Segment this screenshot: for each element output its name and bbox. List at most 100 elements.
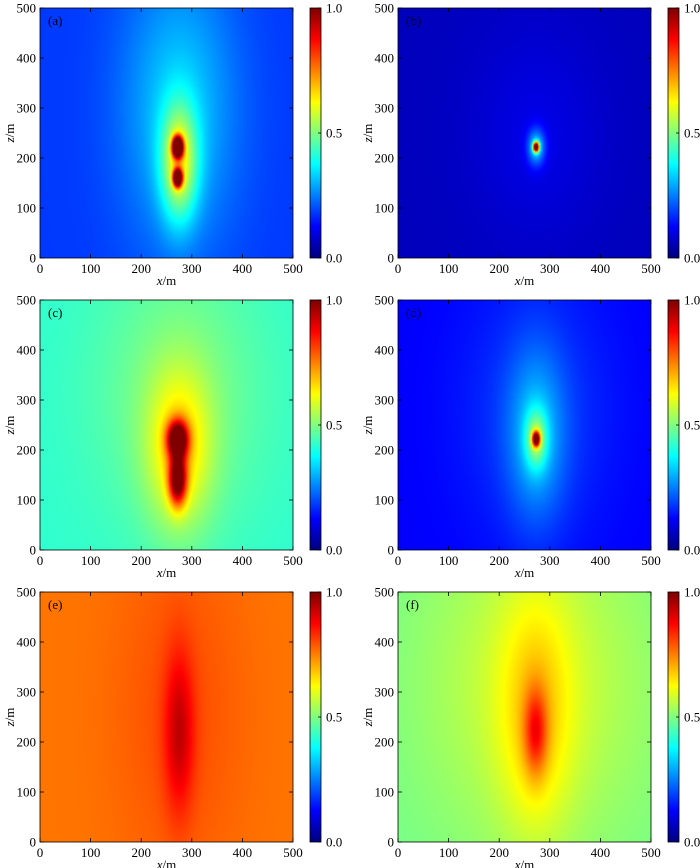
y-tick-label: 400: [17, 635, 37, 650]
heatmap-image: [40, 300, 293, 550]
x-tick-label: 400: [591, 845, 611, 860]
colorbar: [310, 592, 321, 842]
x-tick-label: 200: [489, 261, 509, 276]
y-tick-label: 400: [17, 343, 37, 358]
y-tick-label: 0: [30, 251, 37, 266]
plot-frame: [39, 7, 294, 259]
x-tick-label: 100: [439, 553, 459, 568]
x-tick-label: 500: [283, 845, 303, 860]
y-tick-label: 500: [17, 1, 37, 16]
x-tick-label: 500: [641, 553, 661, 568]
x-axis-label: x/m: [156, 565, 177, 580]
heatmap-image: [398, 300, 651, 550]
y-tick-label: 200: [17, 735, 37, 750]
y-tick-label: 300: [375, 685, 395, 700]
x-tick-label: 200: [131, 845, 151, 860]
x-tick-label: 400: [233, 553, 253, 568]
x-tick-label: 200: [131, 261, 151, 276]
heatmap-image: [40, 592, 293, 842]
x-tick-label: 200: [131, 553, 151, 568]
y-tick-label: 500: [375, 585, 395, 600]
x-tick-label: 100: [439, 845, 459, 860]
x-tick-label: 0: [395, 845, 402, 860]
x-tick-label: 500: [641, 261, 661, 276]
panel-label: (c): [48, 305, 62, 320]
y-tick-label: 0: [388, 543, 395, 558]
x-tick-label: 400: [233, 845, 253, 860]
x-tick-label: 400: [233, 261, 253, 276]
y-tick-label: 500: [375, 1, 395, 16]
plot-frame: [397, 591, 652, 843]
x-axis-label: x/m: [156, 857, 177, 868]
y-tick-label: 0: [30, 543, 37, 558]
colorbar: [668, 300, 679, 550]
plot-frame: [39, 591, 294, 843]
y-axis-label: z/m: [2, 416, 17, 436]
plot-frame: [397, 299, 652, 551]
colorbar-tick-label: 0.5: [326, 418, 342, 433]
y-tick-label: 500: [375, 293, 395, 308]
colorbar: [310, 8, 321, 258]
y-axis-label: z/m: [360, 416, 375, 436]
y-axis-label: z/m: [2, 124, 17, 144]
heatmap-image: [398, 8, 651, 258]
panel-label: (e): [48, 597, 62, 612]
colorbar: [310, 300, 321, 550]
colorbar: [668, 592, 679, 842]
y-tick-label: 400: [375, 635, 395, 650]
heatmap-panel: 0 100 200 300 400 500 0 100 200 300 400 500 (b) x/m z/…: [360, 1, 700, 289]
y-tick-label: 200: [375, 443, 395, 458]
x-tick-label: 300: [540, 553, 560, 568]
y-tick-label: 400: [17, 51, 37, 66]
x-tick-label: 0: [395, 553, 402, 568]
y-tick-label: 300: [375, 393, 395, 408]
x-tick-label: 100: [439, 261, 459, 276]
colorbar-tick-label: 0.5: [326, 710, 342, 725]
x-tick-label: 0: [37, 553, 44, 568]
y-tick-label: 500: [17, 585, 37, 600]
colorbar-tick-label: 0.0: [326, 251, 342, 266]
colorbar-tick-label: 0.0: [684, 543, 700, 558]
y-tick-label: 100: [17, 785, 37, 800]
colorbar: [668, 8, 679, 258]
x-tick-label: 0: [37, 845, 44, 860]
x-tick-label: 0: [37, 261, 44, 276]
colorbar-tick-label: 1.0: [326, 1, 342, 16]
y-tick-label: 100: [375, 493, 395, 508]
colorbar-tick-label: 0.5: [684, 710, 700, 725]
heatmap-panel: 0 100 200 300 400 500 0 100 200 300 400 500 (c) x/m z/…: [2, 293, 342, 581]
colorbar-tick-label: 0.5: [684, 418, 700, 433]
x-tick-label: 300: [540, 261, 560, 276]
x-axis-label: x/m: [514, 565, 535, 580]
x-axis-label: x/m: [514, 857, 535, 868]
x-tick-label: 400: [591, 553, 611, 568]
heatmap-panel: 0 100 200 300 400 500 0 100 200 300 400 500 (f) x/m z/…: [360, 585, 700, 868]
panel-label: (a): [48, 13, 62, 28]
y-tick-label: 300: [17, 101, 37, 116]
colorbar-tick-label: 1.0: [684, 1, 700, 16]
heatmap-image: [40, 8, 293, 258]
y-axis-label: z/m: [360, 708, 375, 728]
x-tick-label: 500: [283, 261, 303, 276]
y-tick-label: 200: [17, 443, 37, 458]
x-tick-label: 200: [489, 553, 509, 568]
y-tick-label: 300: [17, 685, 37, 700]
x-tick-label: 400: [591, 261, 611, 276]
x-tick-label: 500: [283, 553, 303, 568]
y-tick-label: 200: [375, 151, 395, 166]
y-tick-label: 100: [17, 493, 37, 508]
colorbar-tick-label: 1.0: [326, 585, 342, 600]
x-tick-label: 100: [81, 845, 101, 860]
colorbar-tick-label: 0.0: [684, 251, 700, 266]
y-tick-label: 100: [375, 201, 395, 216]
y-tick-label: 200: [17, 151, 37, 166]
panel-label: (f): [406, 597, 419, 612]
plot-frame: [39, 299, 294, 551]
colorbar-tick-label: 0.5: [326, 126, 342, 141]
colorbar-tick-label: 0.0: [684, 835, 700, 850]
x-tick-label: 0: [395, 261, 402, 276]
y-tick-label: 500: [17, 293, 37, 308]
heatmap-image: [398, 592, 651, 842]
colorbar-tick-label: 0.0: [326, 835, 342, 850]
